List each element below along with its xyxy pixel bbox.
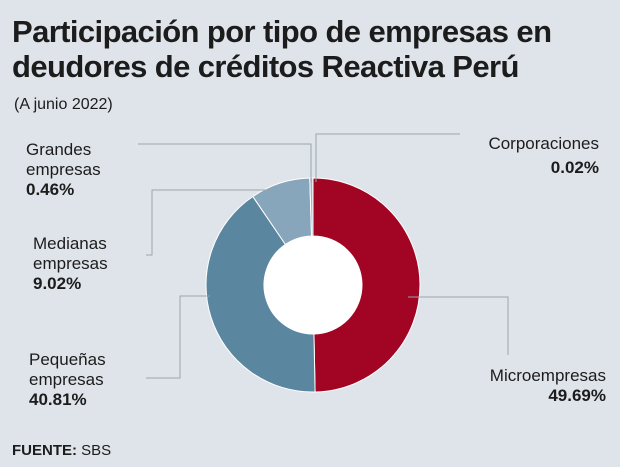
chart-subtitle: (A junio 2022) xyxy=(14,96,113,113)
label-medianas-line1: Medianas xyxy=(33,234,107,253)
leader-line-medianas xyxy=(146,189,272,256)
label-pequenas-line1: Pequeñas xyxy=(29,350,106,369)
slice-pequenas-empresas xyxy=(205,195,316,393)
label-pequenas-empresas: Pequeñas empresas 40.81% xyxy=(29,350,106,410)
source-label: FUENTE: xyxy=(12,442,77,459)
label-grandes-empresas: Grandes empresas 0.46% xyxy=(26,140,101,200)
leader-line-corporaciones xyxy=(315,133,460,182)
label-corporaciones: Corporaciones 0.02% xyxy=(488,134,599,178)
label-micro-value: 49.69% xyxy=(548,386,606,405)
chart-title: Participación por tipo de empresas en de… xyxy=(12,14,552,84)
leader-line-pequenas xyxy=(146,295,210,379)
leader-line-micro xyxy=(408,296,509,355)
label-micro-line1: Microempresas xyxy=(489,366,606,385)
label-medianas-empresas: Medianas empresas 9.02% xyxy=(33,234,108,294)
leader-line-grandes xyxy=(138,143,312,182)
label-pequenas-line2: empresas xyxy=(29,370,104,389)
label-medianas-line2: empresas xyxy=(33,254,108,273)
label-grandes-value: 0.46% xyxy=(26,180,75,199)
slice-microempresas xyxy=(312,177,421,393)
label-grandes-line2: empresas xyxy=(26,160,101,179)
label-medianas-value: 9.02% xyxy=(33,274,82,293)
source-note: FUENTE: SBS xyxy=(12,442,111,459)
donut-hole xyxy=(264,236,362,334)
source-value: SBS xyxy=(81,442,112,459)
label-corporaciones-line1: Corporaciones xyxy=(488,134,599,153)
label-corporaciones-value: 0.02% xyxy=(550,158,599,177)
label-pequenas-value: 40.81% xyxy=(29,390,87,409)
label-microempresas: Microempresas 49.69% xyxy=(490,366,606,406)
label-grandes-line1: Grandes xyxy=(26,140,92,159)
